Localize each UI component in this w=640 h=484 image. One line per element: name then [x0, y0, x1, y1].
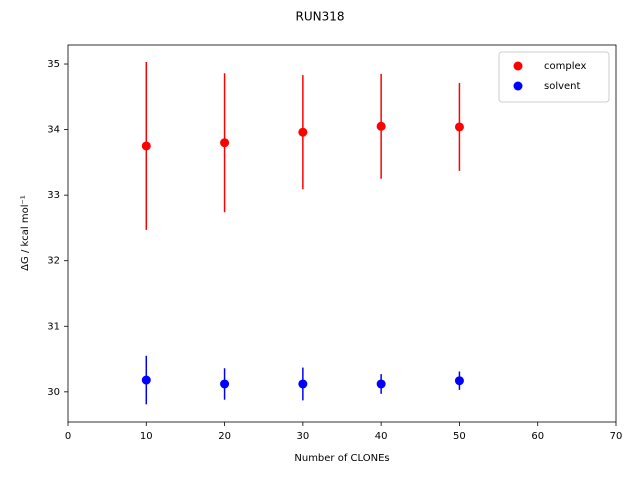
- y-tick-label: 34: [47, 125, 60, 136]
- y-tick-label: 35: [47, 59, 60, 70]
- legend-label: solvent: [544, 81, 581, 92]
- x-tick-label: 30: [296, 431, 309, 442]
- y-tick-label: 30: [47, 387, 60, 398]
- y-tick-label: 31: [47, 321, 60, 332]
- point: [220, 138, 230, 148]
- point: [141, 141, 151, 151]
- x-tick-label: 40: [375, 431, 388, 442]
- point: [376, 379, 386, 389]
- x-tick-label: 60: [531, 431, 544, 442]
- x-tick-label: 10: [140, 431, 153, 442]
- x-tick-label: 50: [453, 431, 466, 442]
- point: [220, 379, 230, 389]
- point: [141, 375, 151, 385]
- x-tick-label: 0: [65, 431, 71, 442]
- y-axis-label: ΔG / kcal mol⁻¹: [20, 195, 31, 271]
- legend-box: [498, 51, 610, 103]
- point: [298, 127, 308, 137]
- x-tick-label: 20: [218, 431, 231, 442]
- y-tick-label: 32: [47, 256, 60, 267]
- plot-frame: [67, 44, 617, 423]
- x-axis-label: Number of CLONEs: [294, 453, 389, 464]
- legend-marker: [513, 81, 523, 91]
- chart-title: RUN318: [295, 10, 344, 24]
- point: [454, 122, 464, 132]
- point: [298, 379, 308, 389]
- y-tick-label: 33: [47, 190, 60, 201]
- x-tick-label: 70: [610, 431, 623, 442]
- legend-marker: [513, 61, 523, 71]
- legend-label: complex: [544, 61, 586, 72]
- point: [454, 376, 464, 386]
- point: [376, 121, 386, 131]
